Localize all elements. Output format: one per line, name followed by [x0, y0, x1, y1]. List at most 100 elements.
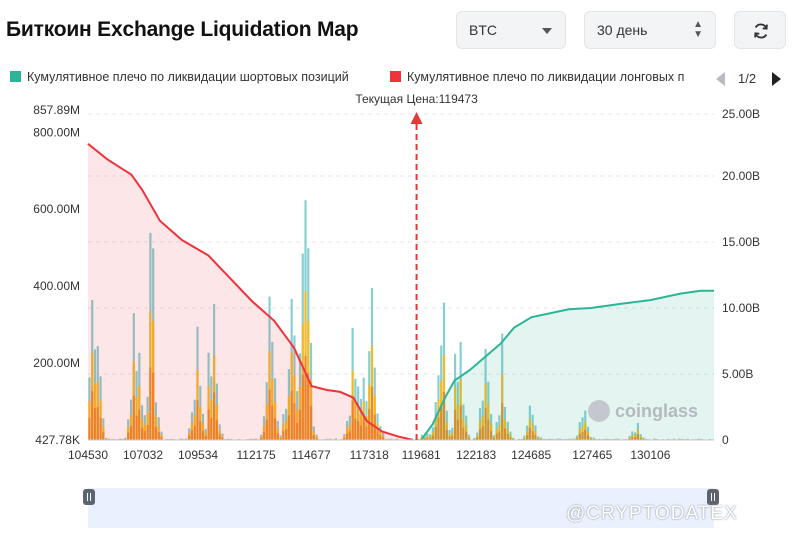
zoom-handle-left[interactable]	[83, 489, 95, 505]
bar-low	[102, 432, 105, 440]
symbol-select[interactable]: BTC	[456, 11, 566, 49]
bar-low	[271, 405, 274, 440]
coinglass-watermark-text: coinglass	[615, 401, 699, 421]
chart-grid	[88, 113, 714, 375]
bar-low	[210, 417, 213, 440]
legend-label-short: Кумулятивное плечо по ликвидации шортовы…	[27, 70, 349, 84]
bar-low	[431, 435, 435, 440]
bar-low	[359, 425, 363, 440]
bar-low	[476, 437, 479, 440]
bar-low	[287, 415, 290, 440]
short-cumulative-area	[421, 290, 714, 440]
y-right-tick-label: 20.00B	[722, 169, 760, 183]
bar-low	[152, 372, 155, 440]
bar-low	[462, 427, 465, 440]
bar-low	[218, 434, 221, 440]
bar-low	[190, 430, 194, 440]
time-range-select[interactable]: 30 день ▲ ▼	[584, 11, 716, 49]
bar-low	[309, 406, 313, 440]
legend-item-short[interactable]: Кумулятивное плечо по ликвидации шортовы…	[10, 70, 349, 84]
coinglass-logo-icon	[588, 400, 610, 422]
bar-low	[584, 429, 587, 440]
y-left-tick-label: 427.78K	[35, 433, 80, 447]
current-price-marker: Текущая Цена:119473	[355, 92, 478, 440]
bar-low	[276, 433, 279, 440]
bar-low	[293, 403, 296, 440]
x-tick-label: 119681	[402, 448, 441, 462]
bar-low	[639, 437, 642, 440]
y-right-tick-label: 25.00B	[722, 107, 760, 121]
bar-low	[459, 405, 462, 440]
chevron-down-icon	[542, 28, 552, 34]
bar-low	[509, 437, 512, 440]
bar-low	[526, 434, 529, 440]
triangle-left-icon[interactable]	[716, 72, 725, 86]
bar-low	[365, 426, 368, 440]
page-title: Биткоин Exchange Liquidation Map	[6, 18, 359, 41]
bar-low	[381, 437, 385, 440]
bar-low	[99, 417, 102, 440]
legend-item-long[interactable]: Кумулятивное плечо по ликвидации лонговы…	[390, 70, 684, 84]
legend-label-long: Кумулятивное плечо по ликвидации лонговы…	[407, 70, 685, 84]
bar-low	[290, 390, 293, 440]
bar-low	[442, 391, 446, 440]
zoom-handle-right[interactable]	[707, 489, 719, 505]
y-right-tick-label: 15.00B	[722, 235, 760, 249]
bar-low	[531, 431, 534, 440]
bar-low	[448, 436, 451, 440]
bar-low	[91, 390, 94, 440]
bar-low	[96, 407, 99, 440]
bar-low	[260, 438, 263, 440]
bar-low	[456, 419, 459, 440]
bar-low	[362, 418, 365, 440]
bar-low	[589, 438, 592, 440]
bar-low	[268, 389, 271, 440]
bar-low	[157, 432, 160, 440]
chart-legend: Кумулятивное плечо по ликвидации шортовы…	[10, 70, 710, 88]
bar-low	[451, 435, 454, 440]
bar-low	[370, 386, 374, 440]
bar-low	[149, 367, 152, 440]
current-price-label: Текущая Цена:119473	[355, 92, 478, 106]
triangle-right-icon[interactable]	[772, 72, 781, 86]
bar-low	[348, 431, 351, 440]
x-tick-label: 112175	[237, 448, 276, 462]
bar-low	[492, 438, 495, 440]
bar-low	[537, 438, 540, 440]
bar-low	[312, 435, 315, 440]
bar-low	[343, 437, 346, 440]
bar-low	[484, 408, 487, 440]
bar-low	[196, 400, 199, 440]
coinglass-watermark: coinglass	[588, 400, 698, 422]
bar-low	[498, 431, 501, 440]
bar-low	[143, 431, 146, 440]
zoom-slider[interactable]	[88, 488, 714, 528]
y-right-tick-label: 10.00B	[722, 301, 760, 315]
chart-axes: 25.00B 20.00B 15.00B 10.00B 5.00B 0 857.89M 800…	[33, 103, 760, 462]
x-tick-label: 109534	[178, 448, 218, 462]
refresh-button[interactable]	[734, 11, 786, 49]
bar-low	[495, 433, 498, 440]
bar-low	[193, 425, 196, 440]
bar-low	[523, 438, 526, 440]
bar-low	[467, 438, 471, 440]
bar-low	[434, 426, 437, 440]
current-price-arrow-icon	[410, 112, 423, 124]
long-cumulative-area	[88, 143, 413, 441]
bar-low	[445, 429, 448, 440]
bar-low	[138, 409, 141, 440]
bar-low	[478, 428, 482, 440]
y-left-tick-label: 857.89M	[33, 103, 80, 117]
y-left-tick-label: 600.00M	[33, 202, 80, 216]
bar-low	[132, 395, 135, 440]
bar-low	[501, 402, 504, 440]
bar-low	[279, 438, 282, 440]
long-cumulative-line	[87, 143, 414, 441]
bar-low	[215, 420, 218, 440]
bar-low	[188, 435, 191, 440]
bar-low	[581, 432, 584, 440]
bar-low	[282, 430, 285, 440]
x-tick-label: 122183	[456, 448, 496, 462]
x-tick-label: 107032	[123, 448, 163, 462]
chart-lines	[87, 143, 714, 441]
